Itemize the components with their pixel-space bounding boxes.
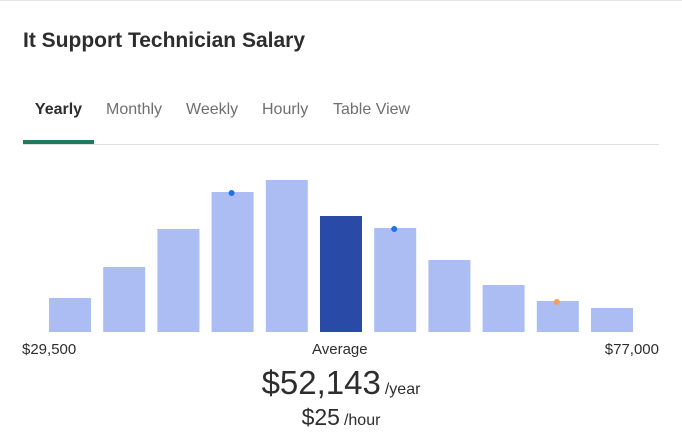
histogram-bar	[265, 180, 308, 332]
tab-hourly-label: Hourly	[262, 101, 309, 118]
tab-hourly[interactable]: Hourly	[262, 96, 308, 143]
tab-weekly-label: Weekly	[186, 101, 239, 118]
bar-marker-dot	[553, 299, 560, 305]
histogram-bar	[49, 298, 91, 332]
tab-yearly[interactable]: Yearly	[23, 96, 94, 144]
page-title: It Support Technician Salary	[23, 29, 306, 52]
hourly-salary-value: $25	[301, 404, 340, 430]
period-tabs: Yearly Monthly Weekly Hourly Table View	[23, 96, 659, 145]
top-divider	[0, 0, 682, 1]
average-bar	[320, 216, 362, 332]
tab-monthly[interactable]: Monthly	[106, 96, 162, 143]
yearly-salary-value: $52,143	[261, 364, 381, 401]
bar-marker-dot	[228, 190, 235, 196]
histogram-bar	[374, 228, 417, 332]
tab-monthly-label: Monthly	[106, 101, 163, 118]
tab-weekly[interactable]: Weekly	[186, 96, 238, 143]
hourly-salary: $25/hour	[0, 404, 682, 431]
axis-average-label: Average	[312, 341, 368, 358]
yearly-salary-unit: /year	[384, 381, 421, 398]
tab-yearly-label: Yearly	[34, 101, 83, 118]
hourly-salary-unit: /hour	[343, 412, 381, 429]
yearly-salary: $52,143/year	[0, 364, 682, 402]
histogram-bar	[536, 301, 579, 332]
bar-marker-dot	[391, 226, 398, 232]
histogram-bar	[428, 260, 471, 332]
histogram-bar	[211, 192, 254, 332]
axis-min-label: $29,500	[22, 341, 77, 358]
histogram-bar	[591, 308, 633, 332]
tab-table-view-label: Table View	[333, 101, 411, 118]
salary-histogram	[49, 180, 633, 332]
axis-max-label: $77,000	[604, 341, 659, 358]
histogram-bar	[157, 229, 200, 332]
histogram-bar	[482, 285, 525, 332]
histogram-bar	[103, 267, 146, 332]
tab-table-view[interactable]: Table View	[333, 96, 410, 143]
